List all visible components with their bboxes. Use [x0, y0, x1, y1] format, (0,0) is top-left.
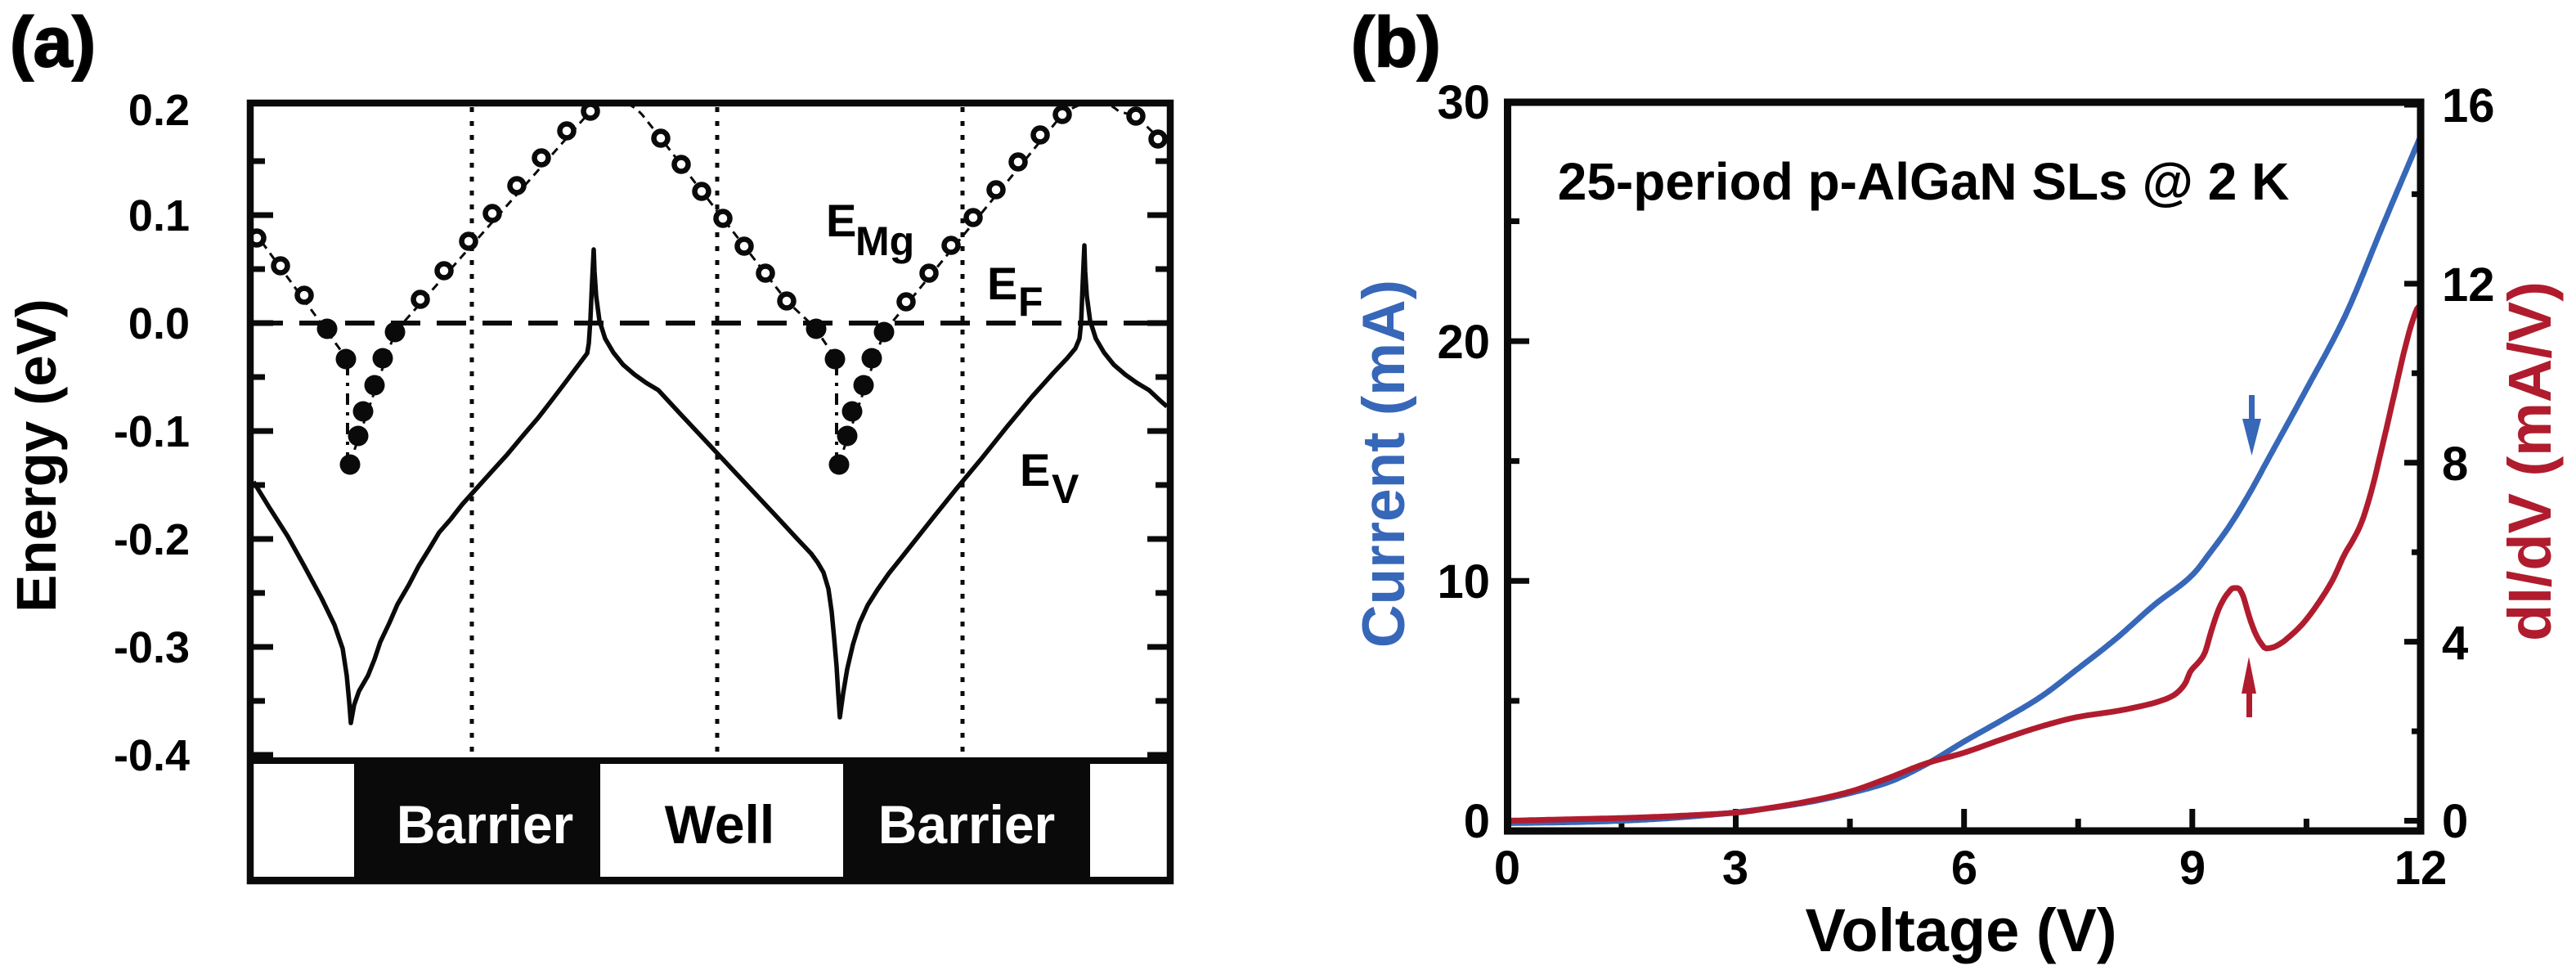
- svg-text:E: E: [826, 195, 856, 246]
- svg-text:16: 16: [2442, 79, 2495, 132]
- svg-text:Barrier: Barrier: [397, 794, 573, 855]
- svg-text:0: 0: [2442, 795, 2468, 848]
- svg-text:10: 10: [1437, 555, 1490, 608]
- svg-text:Mg: Mg: [855, 218, 914, 264]
- svg-text:Well: Well: [665, 794, 774, 855]
- svg-text:-0.4: -0.4: [114, 731, 190, 780]
- svg-text:Barrier: Barrier: [878, 794, 1055, 855]
- svg-text:-0.3: -0.3: [114, 623, 190, 672]
- svg-text:dI/dV (mA/V): dI/dV (mA/V): [2496, 281, 2564, 641]
- svg-text:E: E: [1020, 444, 1050, 496]
- svg-text:0.2: 0.2: [128, 86, 190, 135]
- svg-text:12: 12: [2442, 258, 2495, 312]
- svg-text:V: V: [1052, 466, 1079, 512]
- svg-text:-0.1: -0.1: [114, 407, 190, 456]
- svg-text:0.0: 0.0: [128, 299, 190, 348]
- svg-text:8: 8: [2442, 438, 2468, 491]
- svg-text:(b): (b): [1351, 3, 1441, 82]
- svg-text:F: F: [1018, 279, 1043, 325]
- svg-text:Voltage (V): Voltage (V): [1806, 896, 2117, 964]
- svg-text:E: E: [987, 258, 1017, 309]
- svg-text:0: 0: [1464, 795, 1490, 848]
- svg-text:25-period p-AlGaN SLs @ 2 K: 25-period p-AlGaN SLs @ 2 K: [1558, 152, 2290, 211]
- svg-text:(a): (a): [10, 3, 96, 82]
- svg-text:Current (mA): Current (mA): [1351, 280, 1417, 648]
- svg-text:4: 4: [2442, 617, 2468, 670]
- svg-text:20: 20: [1437, 316, 1490, 369]
- svg-text:6: 6: [1951, 842, 1977, 895]
- svg-text:Energy (eV): Energy (eV): [5, 299, 68, 612]
- svg-text:3: 3: [1722, 842, 1748, 895]
- svg-text:12: 12: [2394, 842, 2448, 895]
- svg-text:0: 0: [1494, 842, 1520, 895]
- svg-text:9: 9: [2179, 842, 2206, 895]
- svg-text:-0.2: -0.2: [114, 515, 190, 564]
- svg-text:30: 30: [1437, 76, 1490, 129]
- svg-text:0.1: 0.1: [128, 191, 190, 240]
